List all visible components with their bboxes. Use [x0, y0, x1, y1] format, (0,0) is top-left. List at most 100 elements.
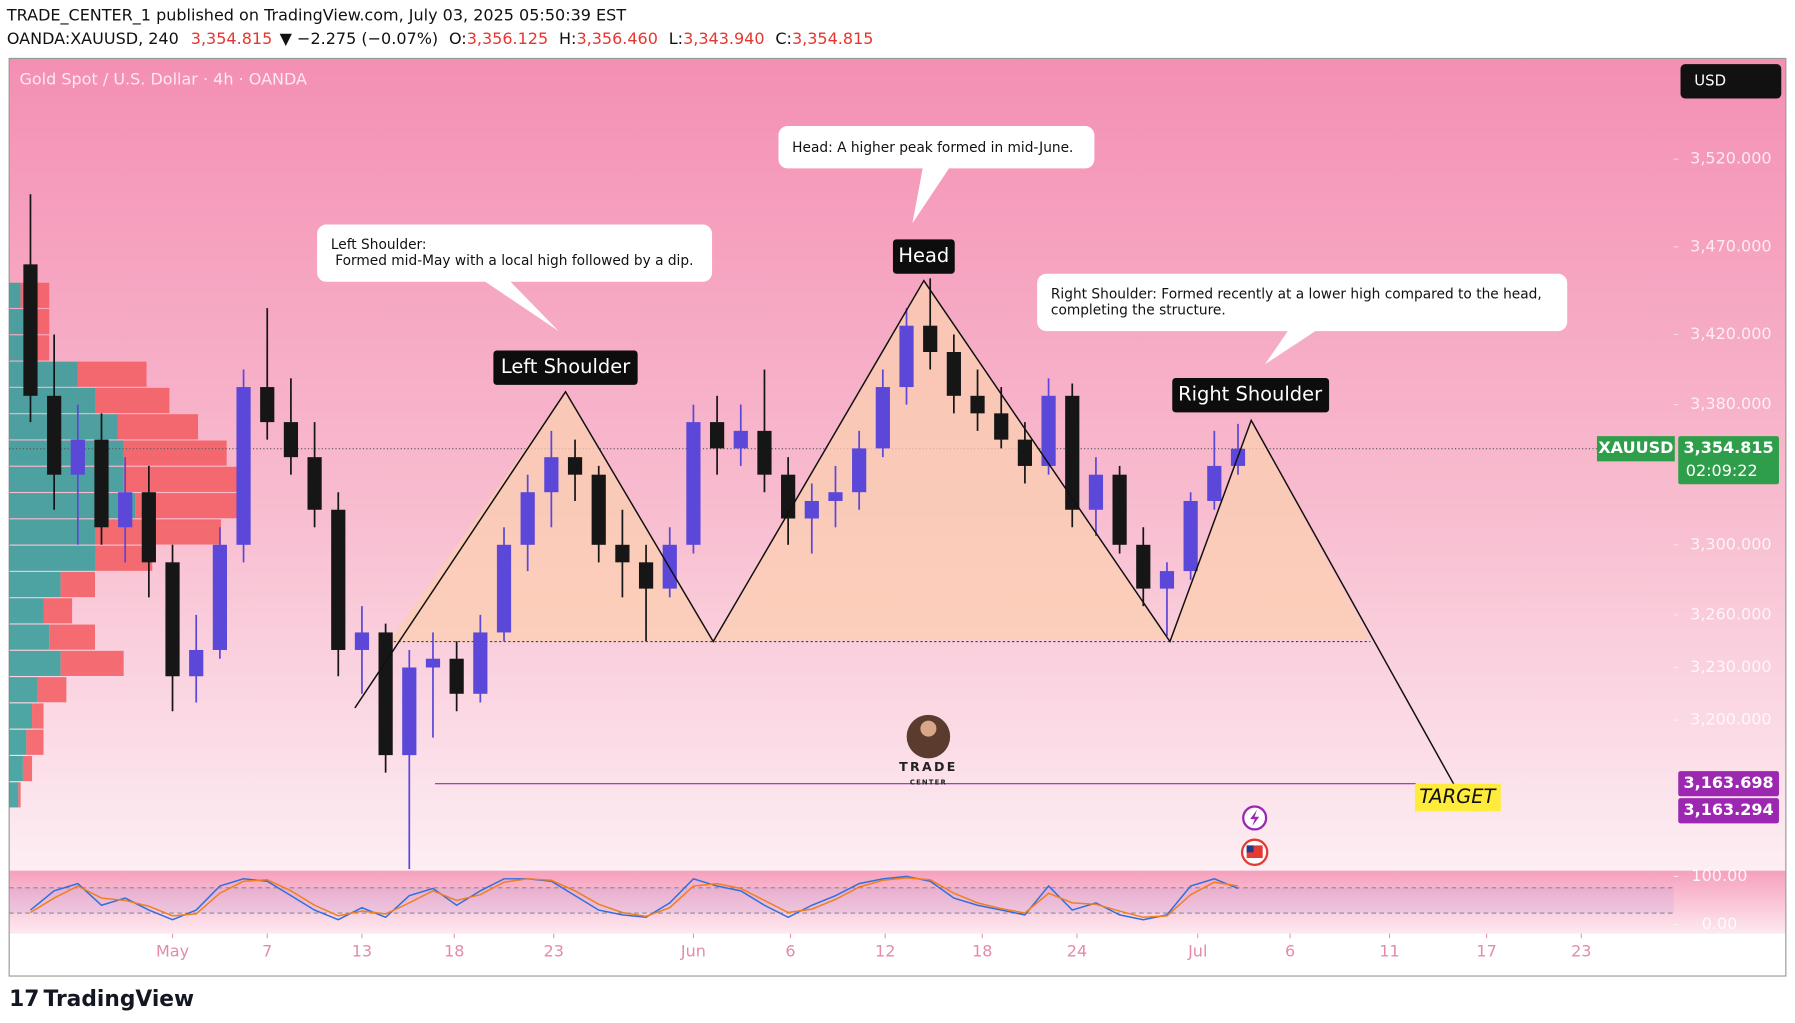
price-tag — [1678, 436, 1779, 485]
y-tick-label: 3,260.000 — [1690, 604, 1771, 623]
candle-body — [94, 439, 109, 528]
target-price-tag — [1678, 798, 1779, 824]
pattern-label: Left Shoulder — [501, 355, 630, 378]
symbol: OANDA:XAUUSD, 240 — [7, 28, 179, 47]
x-tick-label: 18 — [972, 941, 992, 960]
last: 3,354.815 — [191, 28, 272, 47]
y-tick-label: 3,230.000 — [1690, 657, 1771, 676]
x-tick-label: 13 — [352, 941, 372, 960]
candle-body — [449, 658, 464, 694]
profile-up — [9, 782, 19, 808]
y-tick-label: 3,380.000 — [1690, 394, 1771, 413]
candle-body — [307, 457, 322, 510]
candle-body — [283, 422, 299, 458]
candle-body — [828, 492, 843, 501]
osc-tick-label: 100.00 — [1691, 866, 1747, 885]
l-label: L: — [669, 28, 683, 47]
pattern-line — [354, 279, 1458, 791]
target-label: TARGET — [1419, 785, 1497, 808]
candle-body — [852, 448, 867, 493]
candle-body — [141, 492, 156, 563]
callout-box — [778, 126, 1095, 224]
y-tick-label: 3,300.000 — [1690, 534, 1771, 553]
profile-down — [32, 703, 44, 729]
candle-body — [1088, 474, 1104, 510]
profile-up — [9, 571, 61, 598]
candle-body — [425, 658, 441, 668]
profile-up — [9, 282, 21, 308]
data-layer — [23, 194, 1246, 870]
profile-up — [9, 361, 78, 387]
profile-up — [9, 335, 27, 361]
profile-up — [9, 598, 44, 624]
profile-down — [77, 361, 147, 387]
change: ▼ −2.275 (−0.07%) — [280, 28, 439, 47]
profile-up — [9, 729, 27, 755]
x-tick-label: 12 — [875, 941, 895, 960]
profile-down — [43, 598, 73, 624]
logo-face — [920, 720, 937, 737]
candle-body — [23, 264, 38, 396]
candle-body — [354, 632, 370, 650]
candle-body — [70, 439, 85, 475]
candle-body — [331, 509, 346, 650]
callout-box — [317, 224, 713, 332]
profile-down — [60, 650, 124, 676]
header-quote: OANDA:XAUUSD, 240 3,354.815 ▼ −2.275 (−0… — [7, 28, 874, 47]
profile-up — [9, 677, 38, 703]
candle-body — [733, 430, 748, 449]
profile-down — [123, 466, 244, 492]
candle-body — [946, 352, 961, 396]
candle-body — [615, 544, 630, 563]
profile-up — [9, 624, 50, 650]
osc-line — [30, 877, 1239, 919]
candle-body — [804, 500, 819, 519]
profile-up — [9, 545, 96, 571]
candle-body — [236, 387, 251, 545]
candle-body — [1041, 395, 1056, 466]
currency-button[interactable] — [1680, 64, 1782, 99]
candle-body — [544, 457, 559, 493]
candle-body — [591, 474, 606, 545]
candle-body — [473, 632, 488, 694]
price-tag-text: 3,354.815 — [1684, 438, 1774, 457]
pattern-label: Head — [898, 244, 949, 267]
profile-down — [37, 677, 67, 703]
callout-text: Left Shoulder: — [331, 237, 427, 253]
target-price-tag — [1678, 771, 1779, 797]
pattern-fill — [389, 280, 1371, 642]
candle-body — [1207, 465, 1222, 501]
x-tick-label: 18 — [444, 941, 464, 960]
profile-down — [117, 414, 199, 440]
x-tick-label: 23 — [1571, 941, 1591, 960]
x-tick-label: 23 — [544, 941, 564, 960]
profile-down — [60, 571, 96, 598]
profile-down — [49, 624, 96, 650]
candle-body — [189, 649, 204, 677]
symbol-tag — [1596, 436, 1675, 462]
oscillator-background — [9, 870, 1786, 934]
logo-text: TRADE — [899, 759, 957, 774]
candle-body — [118, 492, 133, 528]
y-tick-label: 3,470.000 — [1690, 236, 1771, 255]
target-box — [1414, 783, 1501, 812]
footer-logo: 𝟭𝟳 — [9, 987, 39, 1012]
profile-layer: 3,520.000 3,470.000 3,420.000 3,380.000 3,30… — [9, 149, 1772, 960]
currency: USD — [1694, 71, 1726, 89]
candle-body — [260, 387, 275, 423]
candle-body — [496, 544, 512, 633]
candle-body — [1159, 571, 1175, 589]
logo-subtext: CENTER — [910, 778, 947, 786]
x-tick-label: 6 — [1285, 941, 1295, 960]
callout-text: Head: A higher peak formed in mid-June. — [792, 140, 1073, 156]
callout-text: completing the structure. — [1051, 302, 1226, 318]
profile-down — [95, 519, 221, 545]
osc-line — [29, 875, 1239, 921]
candle-body — [520, 492, 535, 545]
pattern-label: Right Shoulder — [1178, 383, 1322, 406]
candle-body — [47, 395, 62, 475]
c: 3,354.815 — [792, 28, 873, 47]
c-label: C: — [775, 28, 792, 47]
candle-body — [970, 395, 985, 414]
